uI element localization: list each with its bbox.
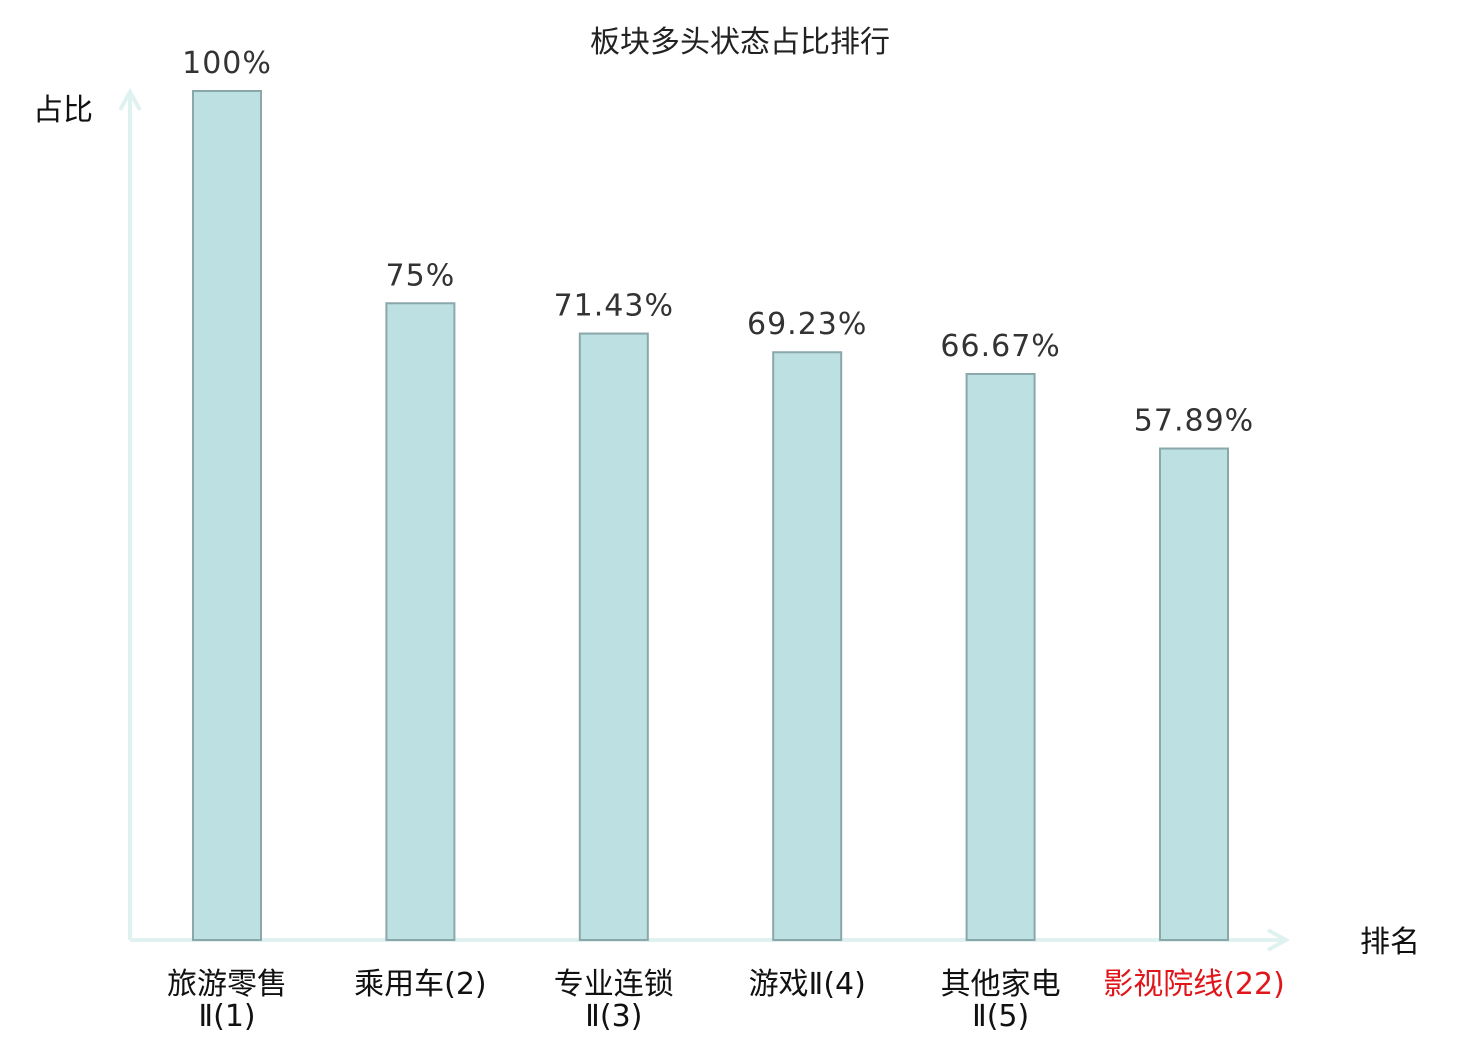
bar (578, 332, 649, 941)
category-label: 影视院线(22) (1103, 967, 1285, 1002)
category-label-line2: Ⅱ(1) (198, 999, 255, 1034)
bar-group (192, 90, 1229, 942)
category-label: 其他家电 (941, 967, 1061, 1002)
category-label: 游戏Ⅱ(4) (749, 967, 866, 1002)
x-axis-arrow (1267, 928, 1291, 952)
y-axis-label: 占比 (33, 93, 93, 128)
value-label: 71.43% (554, 289, 674, 324)
value-label: 69.23% (747, 307, 867, 342)
bar (1159, 447, 1229, 941)
chart-title: 板块多头状态占比排行 (590, 25, 890, 60)
category-label: 旅游零售 (167, 967, 287, 1002)
bar (192, 90, 262, 941)
bar (385, 302, 456, 941)
value-label: 75% (386, 258, 456, 293)
x-axis-label: 排名 (1360, 925, 1420, 960)
category-label-line2: Ⅱ(3) (585, 999, 642, 1034)
value-label-group: 100% 75% 71.43% 69.23% 66.67% 57.89% (182, 46, 1254, 439)
y-axis-arrow (118, 87, 142, 111)
value-label: 57.89% (1134, 404, 1254, 439)
value-label: 100% (182, 46, 272, 81)
bar (965, 372, 1036, 942)
value-label: 66.67% (940, 329, 1060, 364)
category-label: 乘用车(2) (354, 967, 487, 1002)
bar (772, 351, 843, 941)
category-label: 专业连锁 (554, 967, 674, 1002)
category-label-line2: Ⅱ(5) (972, 999, 1029, 1034)
